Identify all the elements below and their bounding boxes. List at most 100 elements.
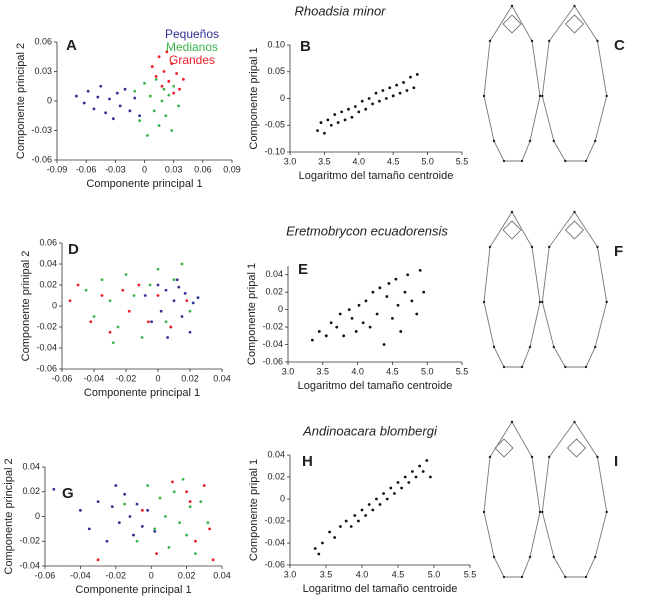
- point: [381, 89, 385, 92]
- point: [156, 267, 160, 271]
- point: [199, 500, 203, 504]
- legend-entry: Pequeños: [165, 27, 219, 41]
- landmark: [538, 94, 542, 98]
- point: [418, 268, 422, 272]
- point: [335, 325, 339, 329]
- point: [108, 299, 112, 303]
- panel-title: Andinoacara blombergi: [302, 423, 438, 438]
- point: [407, 481, 411, 484]
- point: [157, 124, 161, 127]
- point: [425, 459, 429, 462]
- landmark: [605, 510, 608, 514]
- point: [162, 87, 166, 91]
- panel-title: Eretmobrycon ecuadorensis: [286, 223, 448, 238]
- y-tick-label: 0: [280, 93, 285, 103]
- y-tick-label: 0.02: [265, 287, 283, 297]
- point: [185, 490, 189, 494]
- x-tick-label: 5.5: [464, 569, 477, 579]
- point: [140, 508, 144, 512]
- outline: [483, 421, 541, 578]
- point: [344, 519, 348, 523]
- point: [317, 330, 321, 333]
- point: [347, 107, 350, 111]
- x-tick-label: 4.5: [387, 156, 400, 166]
- point: [361, 321, 365, 325]
- point: [170, 62, 174, 66]
- point: [154, 75, 158, 78]
- y-tick-label: 0.04: [267, 449, 285, 459]
- point: [393, 492, 396, 495]
- outline: [541, 5, 608, 162]
- point: [76, 283, 80, 287]
- landmark: [584, 365, 588, 369]
- point: [313, 547, 317, 550]
- point: [395, 83, 399, 87]
- point: [150, 65, 154, 68]
- x-tick-label: 4.0: [356, 569, 369, 579]
- point: [402, 81, 405, 84]
- panel-letter: E: [298, 261, 308, 278]
- outline: [541, 211, 608, 368]
- landmark: [605, 300, 608, 304]
- y-tick-label: -0.02: [36, 321, 57, 331]
- x-tick-label: 3.0: [284, 156, 297, 166]
- point: [175, 278, 179, 282]
- panel-letter: B: [300, 38, 311, 55]
- point: [353, 105, 357, 108]
- point: [135, 502, 139, 506]
- point: [364, 107, 368, 111]
- y-axis-label: Componente pripal 1: [246, 263, 258, 365]
- landmark: [502, 575, 506, 579]
- y-tick-label: 0.06: [34, 36, 52, 46]
- point: [133, 89, 137, 93]
- y-tick-label: 0: [278, 304, 283, 314]
- y-tick-label: -0.04: [262, 339, 283, 349]
- point: [317, 552, 321, 556]
- point: [336, 121, 340, 124]
- panel-letter: F: [614, 243, 623, 260]
- point: [357, 303, 361, 307]
- point: [333, 113, 337, 116]
- x-tick-label: 5.5: [456, 156, 469, 166]
- y-tick-label: -0.06: [31, 154, 52, 164]
- point: [164, 320, 168, 324]
- x-axis-label: Logaritmo del tamaño centroide: [303, 583, 458, 595]
- point: [150, 320, 154, 324]
- x-tick-label: 0: [142, 164, 147, 174]
- point: [391, 94, 395, 98]
- landmark: [541, 300, 544, 304]
- point: [117, 521, 121, 525]
- point: [177, 104, 180, 108]
- outline: [541, 421, 608, 578]
- landmark: [541, 510, 544, 514]
- point: [177, 285, 181, 289]
- landmark: [502, 159, 506, 163]
- point: [140, 336, 144, 339]
- x-axis-label: Componente principal 1: [86, 178, 202, 190]
- point: [354, 330, 358, 333]
- point: [143, 294, 147, 297]
- point: [172, 490, 176, 494]
- x-tick-label: 5.0: [421, 156, 434, 166]
- x-tick-label: 4.0: [353, 156, 366, 166]
- legend-entry: Grandes: [169, 53, 215, 67]
- x-tick-label: 3.0: [284, 569, 297, 579]
- point: [405, 89, 409, 92]
- point: [172, 91, 176, 95]
- x-tick-label: 3.0: [282, 366, 295, 376]
- point: [146, 484, 150, 487]
- point: [350, 316, 354, 320]
- point: [148, 283, 152, 287]
- point: [171, 480, 174, 484]
- y-tick-label: -0.05: [264, 120, 285, 130]
- x-tick-label: 0: [149, 570, 154, 580]
- landmark: [482, 510, 486, 514]
- point: [128, 515, 132, 518]
- point: [333, 536, 337, 539]
- point: [127, 309, 131, 313]
- landmark: [564, 575, 567, 579]
- point: [167, 93, 171, 97]
- point: [165, 50, 169, 54]
- point: [403, 290, 407, 294]
- point: [328, 530, 331, 534]
